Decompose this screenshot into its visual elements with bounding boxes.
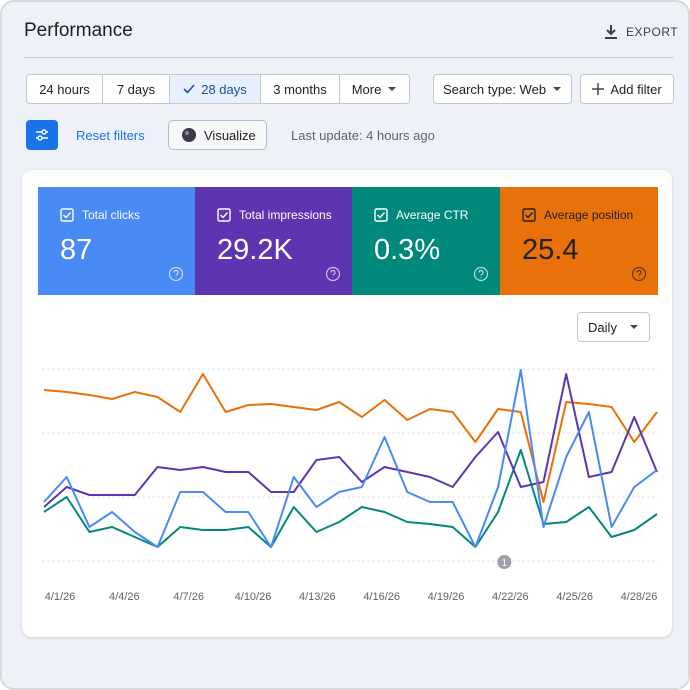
checkbox-tick bbox=[377, 212, 386, 219]
range-label: 24 hours bbox=[39, 81, 90, 97]
series-line bbox=[43, 369, 658, 548]
search-type-dropdown[interactable]: Search type: Web bbox=[433, 74, 572, 104]
series-line bbox=[43, 373, 658, 503]
divider bbox=[24, 57, 674, 58]
annotation-marker: 1 bbox=[497, 555, 512, 569]
checkbox-box bbox=[374, 208, 388, 222]
checkbox bbox=[522, 208, 536, 222]
download-icon bbox=[605, 25, 617, 39]
help-circle bbox=[473, 266, 489, 282]
range-button[interactable]: 28 days bbox=[170, 74, 261, 104]
check-icon bbox=[183, 84, 195, 94]
annotation-circle bbox=[497, 555, 512, 569]
checkbox bbox=[60, 208, 74, 222]
reset-filters-link[interactable]: Reset filters bbox=[76, 128, 145, 143]
metric-label: Average position bbox=[544, 208, 634, 222]
visualize-button[interactable]: Visualize bbox=[168, 120, 267, 150]
series-line bbox=[43, 373, 658, 508]
help-icon[interactable] bbox=[168, 266, 184, 282]
checkbox-box bbox=[217, 208, 231, 222]
caret bbox=[629, 325, 638, 329]
checkbox-tick bbox=[220, 212, 229, 219]
metric-value: 29.2K bbox=[217, 234, 293, 266]
x-tick-label: 4/1/26 bbox=[45, 591, 76, 603]
filter-icon bbox=[36, 129, 48, 141]
x-tick-label: 4/28/26 bbox=[621, 591, 658, 603]
metric-label: Average CTR bbox=[396, 208, 469, 222]
checkbox-box bbox=[522, 208, 536, 222]
range-label: 7 days bbox=[116, 81, 156, 97]
metric-card[interactable]: Average position 25.4 bbox=[500, 187, 658, 295]
help-icon[interactable] bbox=[325, 266, 341, 282]
help-circle bbox=[325, 266, 341, 282]
help-mark bbox=[478, 269, 484, 278]
last-update: Last update: 4 hours ago bbox=[291, 128, 435, 143]
search-type-label: Search type: Web bbox=[442, 81, 547, 97]
help-circle bbox=[168, 266, 184, 282]
plus-icon bbox=[592, 83, 605, 95]
help-icon[interactable] bbox=[473, 266, 489, 282]
granularity-label: Daily bbox=[588, 319, 617, 335]
filter-icon-button[interactable] bbox=[26, 120, 58, 150]
checkbox-tick bbox=[63, 212, 72, 219]
range-button[interactable]: 7 days bbox=[103, 74, 170, 104]
range-label: 3 months bbox=[273, 81, 327, 97]
visualize-icon bbox=[182, 128, 196, 142]
page-title: Performance bbox=[24, 20, 133, 41]
metric-card[interactable]: Total impressions 29.2K bbox=[195, 187, 352, 295]
granularity-dropdown[interactable]: Daily bbox=[577, 312, 650, 342]
x-tick-label: 4/13/26 bbox=[299, 591, 336, 603]
help-circle bbox=[631, 266, 647, 282]
help-icon[interactable] bbox=[631, 266, 647, 282]
checkbox-box bbox=[60, 208, 74, 222]
range-button[interactable]: 3 months bbox=[261, 74, 340, 104]
x-tick-label: 4/4/26 bbox=[109, 591, 140, 603]
x-tick-label: 4/19/26 bbox=[428, 591, 465, 603]
x-tick-label: 4/7/26 bbox=[173, 591, 204, 603]
export-button[interactable]: EXPORT bbox=[604, 24, 678, 40]
x-tick-label: 4/16/26 bbox=[363, 591, 400, 603]
range-button[interactable]: More bbox=[340, 74, 410, 104]
export-label: EXPORT bbox=[626, 25, 679, 39]
range-label: 28 days bbox=[201, 81, 247, 97]
metric-label: Total clicks bbox=[82, 208, 141, 222]
range-button[interactable]: 24 hours bbox=[26, 74, 103, 104]
checkbox bbox=[374, 208, 388, 222]
check bbox=[183, 84, 195, 94]
range-label: More bbox=[351, 81, 382, 97]
series-line bbox=[43, 449, 658, 548]
metric-label: Total impressions bbox=[239, 208, 332, 222]
caret-shape bbox=[388, 87, 397, 91]
checkbox bbox=[217, 208, 231, 222]
metric-card[interactable]: Total clicks 87 bbox=[38, 187, 195, 295]
caret bbox=[553, 87, 562, 91]
metric-card[interactable]: Average CTR 0.3% bbox=[352, 187, 500, 295]
help-mark bbox=[330, 269, 336, 278]
metric-value: 0.3% bbox=[374, 234, 441, 266]
help-mark bbox=[636, 269, 642, 278]
add-filter-label: Add filter bbox=[610, 81, 662, 97]
x-tick-label: 4/22/26 bbox=[492, 591, 529, 603]
add-filter-button[interactable]: Add filter bbox=[580, 74, 674, 104]
metric-value: 87 bbox=[60, 234, 93, 266]
caret bbox=[388, 87, 397, 91]
x-tick-label: 4/10/26 bbox=[235, 591, 272, 603]
visualize-label: Visualize bbox=[204, 127, 256, 143]
x-tick-label: 4/25/26 bbox=[556, 591, 593, 603]
annotation-label: 1 bbox=[502, 558, 508, 569]
help-mark bbox=[173, 269, 179, 278]
checkbox-tick bbox=[525, 212, 534, 219]
metric-value: 25.4 bbox=[522, 234, 579, 266]
